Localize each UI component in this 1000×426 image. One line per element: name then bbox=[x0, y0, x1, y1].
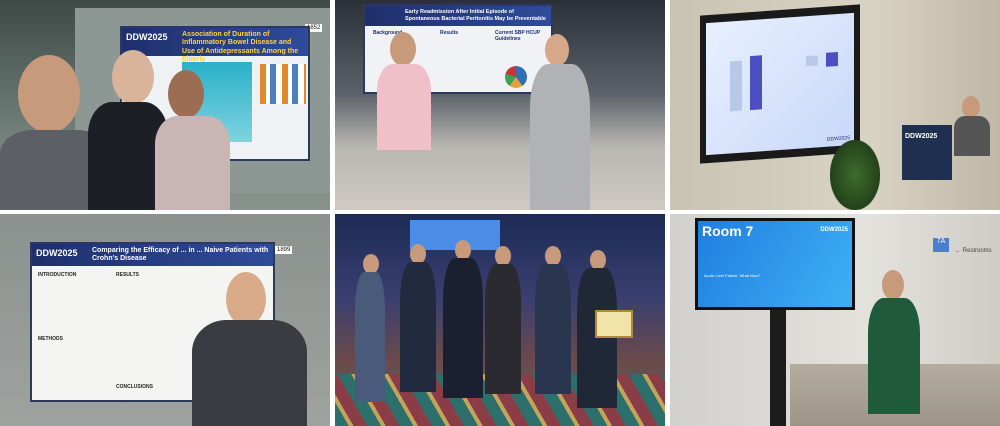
pillar bbox=[770, 310, 786, 426]
photo-poster-ibd-antidepressants: 1852 DDW2025 Association of Duration of … bbox=[0, 0, 330, 210]
photo-presentation-lecture: DDW2025 DDW2025 bbox=[670, 0, 1000, 210]
photo-poster-sbp-readmission: Early Readmission After Initial Episode … bbox=[335, 0, 665, 210]
pie-chart bbox=[505, 66, 527, 88]
section-heading: Current SBP HCUP Guidelines bbox=[495, 30, 541, 42]
section-heading: Results bbox=[440, 30, 459, 36]
section-heading: CONCLUSIONS bbox=[116, 384, 153, 390]
room-screen: Room 7 DDW2025 Acute Liver Failure, What… bbox=[695, 218, 855, 310]
certificate bbox=[595, 310, 633, 338]
plant bbox=[830, 140, 880, 210]
bar-chart bbox=[260, 64, 306, 104]
board-number: 1899 bbox=[275, 246, 293, 254]
room-title: Room 7 bbox=[702, 223, 754, 239]
poster-title: Association of Duration of Inflammatory … bbox=[182, 31, 299, 64]
board-number: 1852 bbox=[305, 24, 323, 32]
section-heading: RESULTS bbox=[116, 272, 139, 278]
photo-group bbox=[335, 214, 665, 426]
photo-room-7: Room 7 DDW2025 Acute Liver Failure, What… bbox=[670, 214, 1000, 426]
section-heading: INTRODUCTION bbox=[38, 272, 77, 278]
section-heading: METHODS bbox=[38, 336, 63, 342]
ddw-logo: DDW2025 bbox=[36, 248, 78, 258]
photo-poster-crohns: 1899 DDW2025 Comparing the Efficacy of .… bbox=[0, 214, 330, 426]
ddw-logo: DDW2025 bbox=[126, 32, 168, 42]
ddw-logo: DDW2025 bbox=[820, 227, 848, 233]
poster-title: Comparing the Efficacy of ... in ... Nai… bbox=[92, 247, 269, 263]
session-title: Acute Liver Failure, What Now? bbox=[704, 273, 761, 278]
section-heading: Background bbox=[373, 30, 403, 36]
restroom-sign: ← Restrooms bbox=[955, 248, 992, 254]
podium: DDW2025 bbox=[902, 125, 952, 180]
room-sign: 7A bbox=[933, 238, 949, 252]
poster-title: Early Readmission After Initial Episode … bbox=[365, 6, 551, 26]
group-of-people bbox=[355, 234, 655, 414]
